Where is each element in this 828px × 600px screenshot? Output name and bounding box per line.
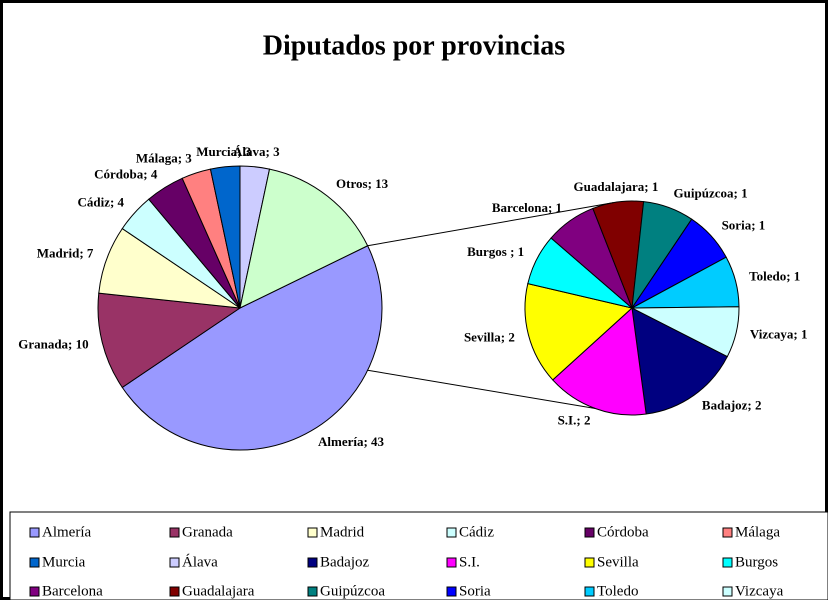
pie-slice <box>121 245 383 451</box>
pie-slice <box>239 168 369 309</box>
data-label: Burgos ; 1 <box>467 244 524 259</box>
legend-label: Madrid <box>320 524 365 540</box>
legend-swatch <box>307 557 318 568</box>
legend-label: Toledo <box>597 583 638 599</box>
legend-swatch <box>446 527 457 538</box>
legend-swatch <box>169 527 180 538</box>
legend-swatch <box>584 557 595 568</box>
pie-slice <box>97 292 242 389</box>
legend-swatch <box>29 586 40 597</box>
legend-swatch <box>722 557 733 568</box>
data-label: Guipúzcoa; 1 <box>674 185 748 200</box>
legend-label: Burgos <box>735 554 778 570</box>
pie-slice <box>524 283 634 381</box>
data-label: Guadalajara; 1 <box>574 179 659 194</box>
legend-label: Sevilla <box>597 554 639 570</box>
data-label: Toledo; 1 <box>749 269 800 284</box>
legend-label: Granada <box>182 524 233 540</box>
connector-line <box>367 369 596 410</box>
legend-label: Málaga <box>735 524 780 540</box>
legend-swatch <box>169 586 180 597</box>
legend-label: Córdoba <box>597 524 649 540</box>
legend-swatch <box>584 586 595 597</box>
legend-label: Cádiz <box>459 524 494 540</box>
data-label: Álava; 3 <box>233 144 280 159</box>
data-label: Otros; 13 <box>336 176 389 191</box>
pie-slice <box>631 306 740 358</box>
chart-title: Diputados por provincias <box>263 30 565 61</box>
pie-slice <box>631 307 729 415</box>
data-label: Málaga; 3 <box>136 151 192 166</box>
legend-label: Soria <box>459 583 491 599</box>
data-label: Badajoz; 2 <box>702 398 762 413</box>
legend-swatch <box>446 557 457 568</box>
data-label: Almería; 43 <box>318 434 385 449</box>
legend-label: Badajoz <box>320 554 369 570</box>
data-label: Granada; 10 <box>18 337 88 352</box>
legend-swatch <box>722 527 733 538</box>
legend-swatch <box>584 527 595 538</box>
legend-swatch <box>307 527 318 538</box>
legend-label: Barcelona <box>42 583 103 599</box>
legend-swatch <box>446 586 457 597</box>
legend-swatch <box>307 586 318 597</box>
legend-box <box>9 511 828 600</box>
legend-swatch <box>169 557 180 568</box>
legend-label: Murcia <box>42 554 86 570</box>
data-label: Murcia; 3 <box>196 144 251 159</box>
legend-label: Álava <box>182 553 218 570</box>
data-label: Vizcaya; 1 <box>750 327 808 342</box>
legend-label: Guadalajara <box>182 583 255 599</box>
data-label: Soria; 1 <box>722 218 766 233</box>
legend-swatch <box>29 557 40 568</box>
data-label: S.I.; 2 <box>558 413 591 428</box>
legend-label: Almería <box>42 524 91 540</box>
legend-swatch <box>29 527 40 538</box>
legend-swatch <box>722 586 733 597</box>
data-label: Sevilla; 2 <box>464 329 515 344</box>
data-label: Córdoba; 4 <box>94 167 158 182</box>
data-label: Cádiz; 4 <box>77 195 124 210</box>
legend-label: Vizcaya <box>735 583 784 599</box>
connector-line <box>367 202 614 247</box>
legend-label: Guipúzcoa <box>320 583 385 599</box>
legend-label: S.I. <box>459 554 480 570</box>
data-label: Barcelona; 1 <box>492 200 562 215</box>
data-label: Madrid; 7 <box>37 246 94 261</box>
